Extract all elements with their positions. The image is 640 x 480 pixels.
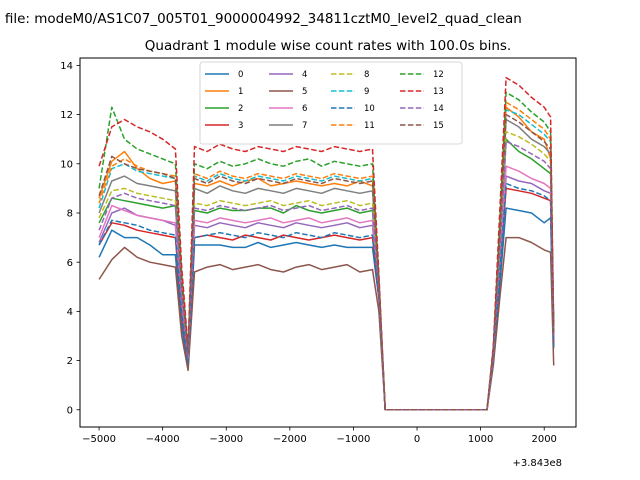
x-tick-label: 1000 (468, 434, 493, 445)
legend-label: 10 (364, 104, 375, 114)
legend-item-8: 8 (331, 70, 369, 80)
legend-item-6: 6 (269, 104, 307, 114)
series-line-7 (98, 118, 555, 411)
legend-label: 6 (302, 104, 307, 114)
x-tick-label: −2000 (273, 434, 307, 445)
legend-label: 2 (238, 104, 243, 114)
legend-item-3: 3 (205, 121, 243, 131)
legend-label: 13 (433, 87, 444, 97)
y-tick-label: 10 (60, 159, 73, 170)
series-line-14 (98, 140, 555, 411)
y-axis-ticks: 0 2 4 6 8 10 12 14 (60, 61, 80, 416)
x-axis-ticks: −5000 −4000 −3000 −2000 −1000 0 1000 2000 (82, 427, 557, 445)
legend-label: 4 (302, 70, 307, 80)
legend-label: 9 (364, 87, 369, 97)
series-line-4 (98, 175, 555, 411)
plot-frame (79, 57, 577, 428)
series-line-6 (98, 165, 555, 411)
figure-suptitle: n file: modeM0/AS1C07_005T01_9000004992_… (0, 11, 522, 27)
legend-label: 14 (433, 104, 444, 114)
legend-item-4: 4 (269, 70, 307, 80)
legend-label: 1 (238, 87, 243, 97)
legend-item-11: 11 (331, 121, 375, 131)
x-axis-offset-label: +3.843e8 (512, 458, 562, 469)
legend-item-10: 10 (331, 104, 375, 114)
series-line-1 (98, 106, 555, 411)
legend-label: 0 (238, 70, 243, 80)
series-layer (98, 76, 555, 411)
series-line-0 (98, 207, 555, 411)
x-tick-label: 0 (414, 434, 420, 445)
legend-box (199, 61, 463, 145)
series-line-9 (98, 108, 555, 411)
legend-item-0: 0 (205, 70, 243, 80)
x-tick-label: −1000 (337, 434, 371, 445)
y-tick-label: 12 (60, 110, 73, 121)
legend-item-9: 9 (331, 87, 369, 97)
series-line-2 (98, 138, 555, 411)
series-line-10 (98, 182, 555, 411)
x-tick-label: 2000 (531, 434, 556, 445)
legend-item-14: 14 (400, 104, 444, 114)
series-line-11 (98, 101, 555, 411)
x-tick-label: −4000 (146, 434, 180, 445)
legend-item-7: 7 (269, 121, 307, 131)
legend-label: 11 (364, 121, 375, 131)
legend-item-13: 13 (400, 87, 444, 97)
series-line-8 (98, 131, 555, 411)
y-tick-label: 0 (67, 405, 73, 416)
y-tick-label: 6 (67, 258, 73, 269)
legend-label: 5 (302, 87, 307, 97)
legend-item-15: 15 (400, 121, 444, 131)
legend-item-12: 12 (400, 70, 444, 80)
y-tick-label: 4 (67, 307, 73, 318)
legend-item-1: 1 (205, 87, 243, 97)
x-tick-label: −3000 (209, 434, 243, 445)
y-tick-label: 2 (67, 356, 73, 367)
legend-label: 7 (302, 121, 307, 131)
legend-item-2: 2 (205, 104, 243, 114)
legend-label: 8 (364, 70, 369, 80)
y-tick-label: 8 (67, 209, 73, 220)
legend-label: 15 (433, 121, 444, 131)
series-line-15 (98, 113, 555, 411)
legend-label: 3 (238, 121, 243, 131)
series-line-5 (98, 236, 555, 411)
x-tick-label: −5000 (82, 434, 116, 445)
legend-item-5: 5 (269, 87, 307, 97)
legend-label: 12 (433, 70, 444, 80)
chart-title: Quadrant 1 module wise count rates with … (145, 38, 511, 54)
y-tick-label: 14 (60, 61, 73, 72)
series-line-13 (98, 76, 555, 411)
